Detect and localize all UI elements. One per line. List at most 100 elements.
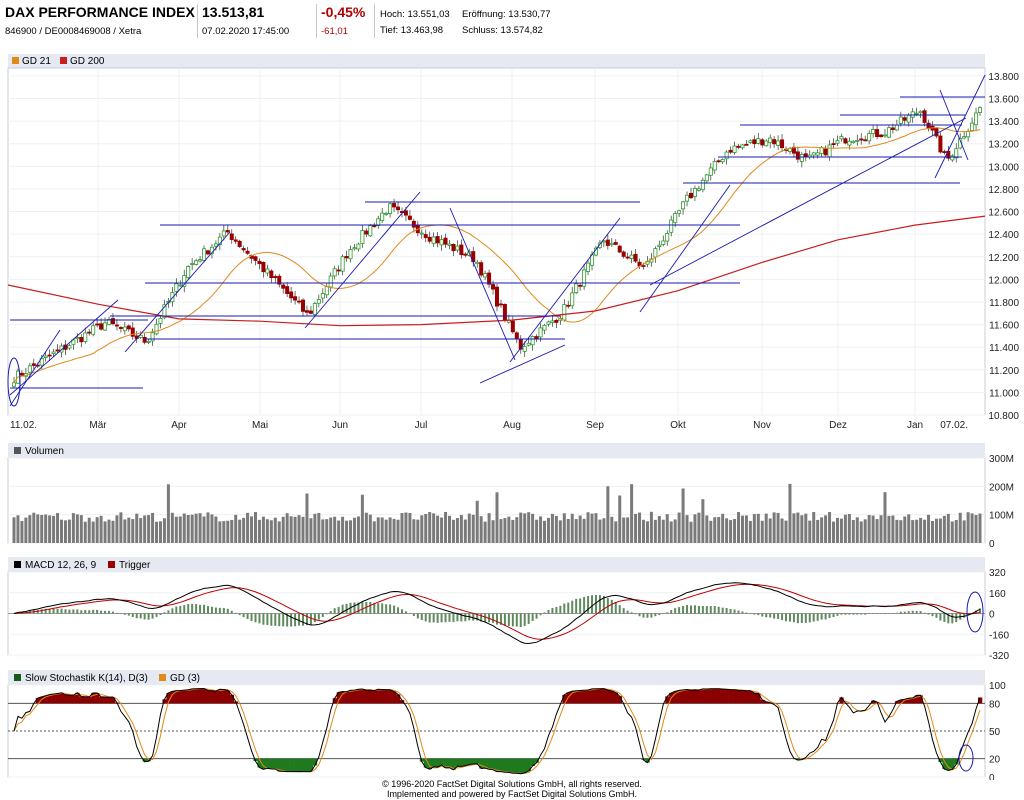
macd-histogram-bar <box>64 609 67 614</box>
macd-histogram-bar <box>697 605 700 614</box>
macd-histogram-bar <box>389 604 392 614</box>
open-value: Eröffnung: 13.530,77 <box>462 9 551 20</box>
volume-bar <box>796 512 800 543</box>
volume-bar <box>697 512 701 543</box>
volume-bar <box>950 521 954 543</box>
oversold-fill <box>273 758 278 770</box>
macd-histogram-bar <box>915 610 918 614</box>
candle-up <box>202 248 207 261</box>
candle-up <box>978 107 983 113</box>
macd-histogram-bar <box>104 610 107 614</box>
macd-histogram-bar <box>36 609 39 614</box>
candle-up <box>898 116 903 124</box>
candle-down <box>253 256 258 261</box>
macd-histogram-bar <box>56 608 59 614</box>
candle-up <box>324 286 329 296</box>
candle-up <box>894 124 899 131</box>
overbought-fill <box>229 694 235 704</box>
macd-histogram-bar <box>729 608 732 614</box>
candle-up <box>376 218 381 227</box>
macd-histogram-bar <box>943 613 946 622</box>
candle-up <box>380 212 385 221</box>
candle-up <box>629 254 634 259</box>
candle-up <box>756 138 761 144</box>
close-value: Schluss: 13.574,82 <box>462 25 543 36</box>
candle-up <box>447 243 452 246</box>
candle-up <box>384 212 389 215</box>
volume-bar <box>677 512 681 543</box>
candle-up <box>661 240 666 245</box>
candle-up <box>732 145 737 153</box>
candle-up <box>958 138 963 149</box>
macd-histogram-bar <box>519 613 522 628</box>
overbought-fill <box>578 690 583 704</box>
volume-bar <box>685 515 689 543</box>
candle-up <box>974 112 979 126</box>
volume-bar <box>333 516 337 543</box>
candle-up <box>673 213 678 223</box>
candle-up <box>217 236 222 245</box>
volume-bar <box>578 515 582 543</box>
candle-up <box>657 244 662 248</box>
volume-bar <box>535 519 539 543</box>
volume-bar <box>638 512 642 543</box>
candle-down <box>479 262 484 276</box>
overbought-fill <box>744 690 749 704</box>
macd-histogram-bar <box>151 613 154 619</box>
macd-histogram-bar <box>737 610 740 614</box>
candle-down <box>641 265 646 267</box>
price-x-tick-label: 11.02. <box>10 420 37 431</box>
oversold-fill <box>487 758 492 770</box>
macd-histogram-bar <box>317 613 320 620</box>
volume-bar <box>420 515 424 543</box>
macd-histogram-bar <box>614 602 617 614</box>
candle-down <box>902 117 907 121</box>
overbought-fill <box>213 691 219 704</box>
candle-down <box>823 148 828 156</box>
overbought-fill <box>332 698 337 704</box>
overbought-fill <box>692 689 698 704</box>
macd-histogram-bar <box>832 613 835 617</box>
candle-down <box>241 248 246 251</box>
macd-histogram-bar <box>745 612 748 614</box>
volume-legend-bar <box>8 443 985 458</box>
macd-histogram-bar <box>876 613 879 614</box>
macd-histogram-bar <box>856 613 859 615</box>
candle-down <box>229 233 234 240</box>
volume-bar <box>934 518 938 543</box>
volume-bar <box>733 519 737 543</box>
candle-down <box>205 250 210 255</box>
candle-up <box>67 345 72 349</box>
macd-histogram-bar <box>40 609 43 614</box>
volume-bar <box>543 520 547 543</box>
candle-up <box>815 152 820 156</box>
volume-bar <box>503 518 507 543</box>
candle-up <box>970 122 975 131</box>
volume-bar <box>531 513 535 543</box>
volume-bar <box>186 514 190 543</box>
candle-down <box>621 251 626 257</box>
volume-bar <box>911 520 915 543</box>
macd-histogram-bar <box>262 613 265 625</box>
candle-up <box>11 382 16 387</box>
candle-up <box>51 351 56 355</box>
candle-down <box>261 261 266 273</box>
macd-histogram-bar <box>214 607 217 614</box>
volume-bar <box>24 517 28 543</box>
price-x-tick-label: Jun <box>332 420 348 431</box>
index-subtitle: 846900 / DE0008469008 / Xetra <box>5 26 142 37</box>
volume-bar <box>570 513 574 543</box>
candle-down <box>237 240 242 247</box>
volume-bar <box>495 492 499 543</box>
macd-histogram-bar <box>92 609 95 614</box>
macd-histogram-bar <box>298 613 301 626</box>
oversold-fill <box>795 758 801 761</box>
candle-down <box>297 300 302 303</box>
volume-bar <box>923 519 927 543</box>
overbought-fill <box>740 690 745 704</box>
candle-down <box>47 354 52 357</box>
candle-down <box>502 303 507 321</box>
macd-histogram-bar <box>689 605 692 614</box>
volume-bar <box>349 520 353 543</box>
macd-histogram-bar <box>238 613 241 616</box>
